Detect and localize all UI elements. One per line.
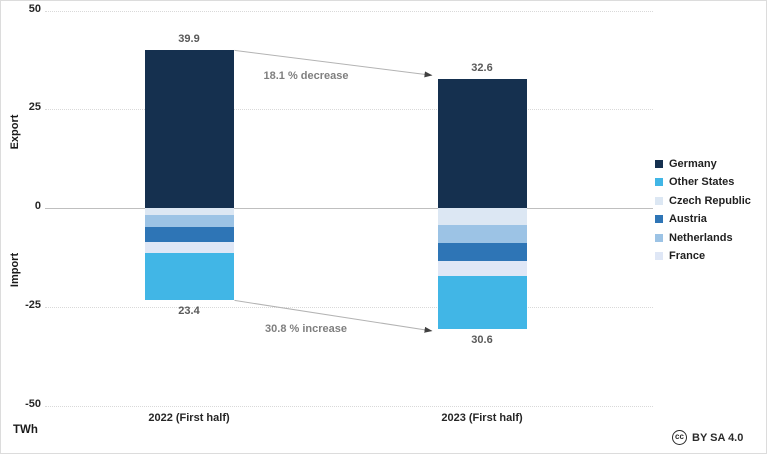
legend-label: Germany <box>669 157 717 170</box>
legend: Germany Other States Czech Republic Austria… <box>655 158 751 262</box>
legend-swatch <box>655 252 663 261</box>
cc-icon: cc <box>672 430 687 445</box>
legend-item-germany: Germany <box>655 158 751 170</box>
bar-segment-austria <box>437 243 527 262</box>
legend-label: Austria <box>669 213 707 226</box>
annotation-label: 18.1 % decrease <box>263 69 349 82</box>
y-tick-label: -25 <box>25 298 41 311</box>
legend-item-other-states: Other States <box>655 176 751 189</box>
bar-segment-france <box>144 241 234 254</box>
license-badge: cc BY SA 4.0 <box>672 430 743 445</box>
license-text: BY SA 4.0 <box>692 431 744 444</box>
unit-label: TWh <box>13 424 38 436</box>
export-total-label: 39.9 <box>178 33 200 46</box>
legend-label: France <box>669 250 706 263</box>
bar-segment-france <box>437 261 527 276</box>
legend-swatch <box>655 178 663 187</box>
bar-segment-netherlands <box>144 215 234 227</box>
zero-axis-line <box>45 208 653 209</box>
bar-segment-czech-republic <box>437 208 527 225</box>
bar-segment-germany <box>437 79 527 208</box>
y-axis-import-label: Import <box>9 252 21 288</box>
legend-swatch <box>655 159 663 168</box>
export-total-label: 32.6 <box>471 62 493 75</box>
legend-item-netherlands: Netherlands <box>655 232 751 244</box>
bar-segment-other-states <box>437 275 527 329</box>
legend-item-czech-republic: Czech Republic <box>655 195 751 207</box>
y-axis-export-label: Export <box>9 114 21 150</box>
bar-segment-germany <box>144 50 234 208</box>
legend-item-france: France <box>655 250 751 263</box>
y-tick-label: 0 <box>34 200 41 212</box>
bar-segment-austria <box>144 226 234 242</box>
bar-segment-netherlands <box>437 224 527 244</box>
gridline <box>45 109 653 111</box>
legend-swatch <box>655 233 663 242</box>
import-total-label: 23.4 <box>178 305 200 318</box>
legend-swatch <box>655 215 663 224</box>
bar-segment-czech-republic <box>144 208 234 216</box>
legend-item-austria: Austria <box>655 213 751 226</box>
y-tick-label: 25 <box>28 101 41 114</box>
legend-label: Netherlands <box>669 231 733 244</box>
bar-segment-other-states <box>144 253 234 301</box>
gridline <box>45 405 653 407</box>
x-category-label: 2023 (First half) <box>441 412 523 424</box>
x-category-label: 2022 (First half) <box>148 412 230 424</box>
legend-label: Czech Republic <box>669 194 751 207</box>
annotation-label: 30.8 % increase <box>265 322 347 335</box>
legend-swatch <box>655 196 663 205</box>
gridline <box>45 10 653 12</box>
import-total-label: 30.6 <box>471 333 493 346</box>
y-tick-label: -50 <box>25 397 41 410</box>
gridline <box>45 306 653 308</box>
legend-label: Other States <box>669 176 735 189</box>
y-tick-label: 50 <box>28 2 41 15</box>
